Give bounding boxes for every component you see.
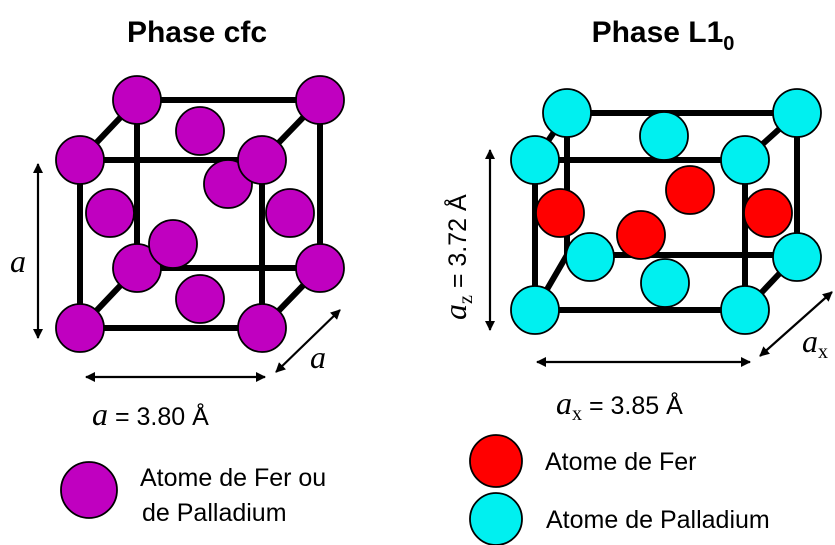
pd-atom — [565, 232, 615, 282]
cfc-atom — [175, 106, 225, 156]
l10-depth-label: ax — [802, 323, 828, 363]
cfc-atom — [55, 303, 105, 353]
pd-atom — [772, 88, 822, 138]
cfc-title: Phase cfc — [127, 16, 267, 49]
l10-depth-arrow — [759, 291, 833, 357]
cfc-legend-atom — [60, 461, 118, 519]
cfc-atom — [265, 188, 315, 238]
cfc-atoms — [55, 75, 345, 353]
pd-legend-label: Atome de Palladium — [546, 506, 770, 534]
cfc-atom — [112, 75, 162, 125]
cfc-atom — [203, 159, 253, 209]
l10-ax-label: ax = 3.85 Å — [556, 385, 683, 425]
cfc-atom — [237, 303, 287, 353]
cfc-atom — [85, 188, 135, 238]
cfc-atom — [237, 135, 287, 185]
pd-atom — [772, 232, 822, 282]
fe-legend-atom — [469, 434, 523, 488]
cfc-height-label: a — [10, 243, 26, 279]
cfc-atom — [295, 243, 345, 293]
cfc-atom — [148, 219, 198, 269]
fe-legend-label: Atome de Fer — [545, 448, 696, 476]
l10-az-label: az = 3.72 Å — [437, 194, 477, 320]
pd-legend-atom — [469, 492, 523, 545]
fe-atom — [743, 188, 793, 238]
pd-atom — [542, 88, 592, 138]
l10-atoms — [510, 88, 822, 335]
pd-atom — [720, 285, 770, 335]
cfc-depth-label: a — [310, 339, 326, 375]
fe-atom — [535, 188, 585, 238]
pd-atom — [720, 135, 770, 185]
cfc-atom — [55, 135, 105, 185]
cfc-depth-arrow — [275, 309, 341, 373]
pd-atom — [639, 111, 689, 161]
cfc-atom — [175, 274, 225, 324]
cfc-legend-line1: Atome de Fer ou — [140, 464, 326, 492]
fe-atom — [616, 210, 666, 260]
fe-atom — [665, 165, 715, 215]
l10-title: Phase L10 — [592, 16, 735, 55]
cfc-atom — [295, 75, 345, 125]
cfc-lattice-parameter: a = 3.80 Å — [92, 396, 209, 432]
cfc-legend-line2: de Palladium — [142, 499, 287, 527]
pd-atom — [510, 135, 560, 185]
pd-atom — [640, 258, 690, 308]
pd-atom — [510, 285, 560, 335]
cfc-atom — [112, 243, 162, 293]
